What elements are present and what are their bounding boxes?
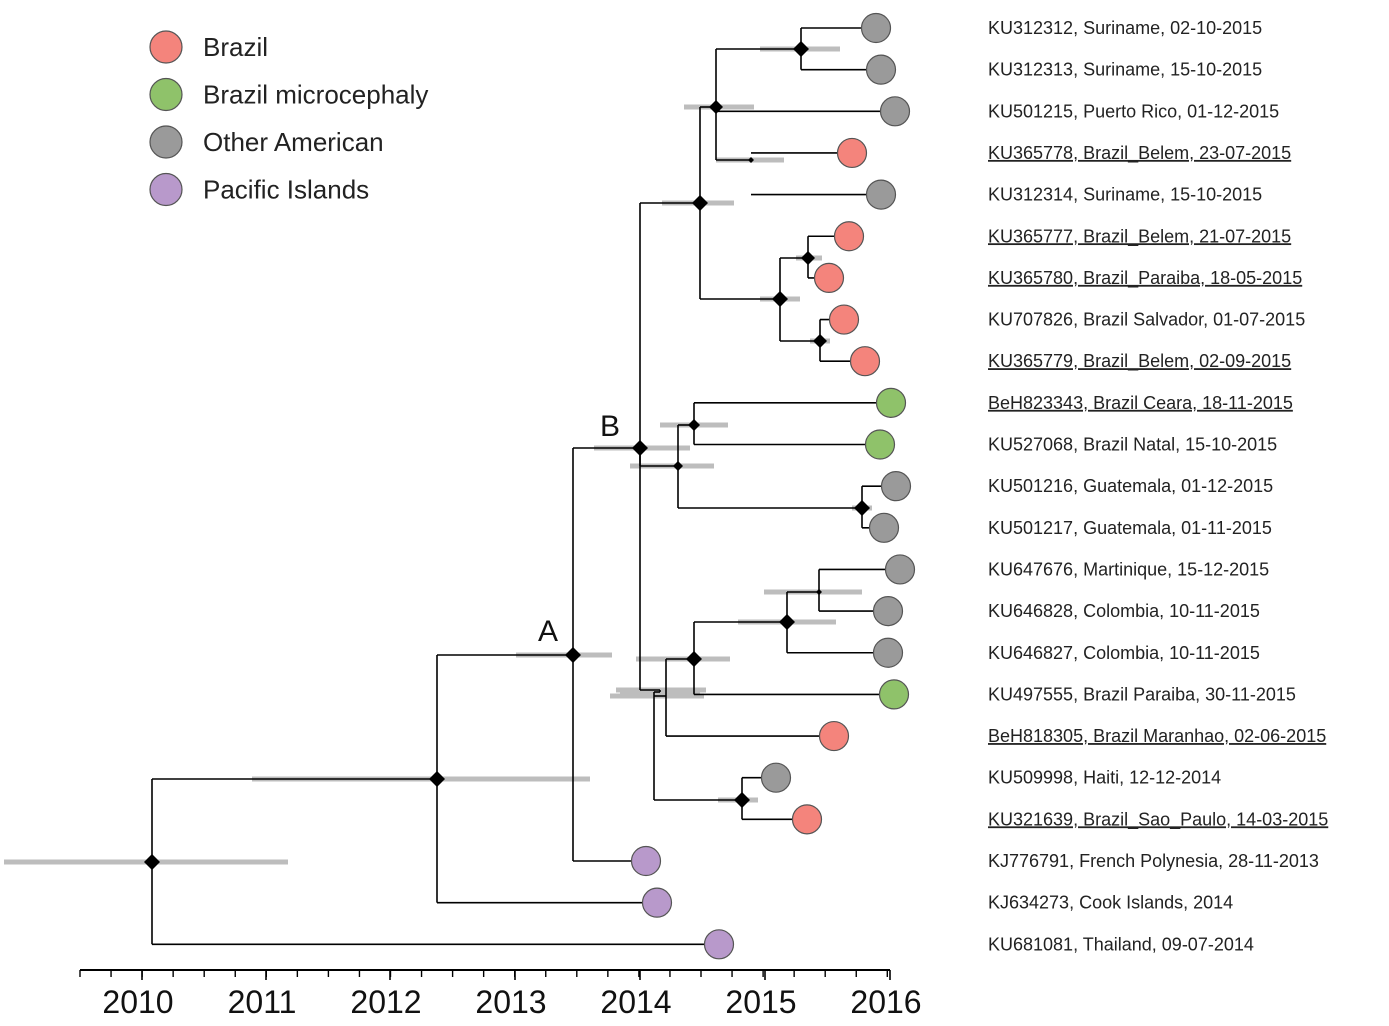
leaf-label: KU681081, Thailand, 09-07-2014: [988, 934, 1254, 954]
leaf-label: KU707826, Brazil Salvador, 01-07-2015: [988, 310, 1305, 330]
node-diamond: [688, 419, 700, 431]
leaf-label: KJ776791, French Polynesia, 28-11-2013: [988, 851, 1319, 871]
leaf-label: KJ634273, Cook Islands, 2014: [988, 893, 1233, 913]
node-diamond: [793, 41, 809, 57]
internal-nodes: [144, 41, 870, 870]
legend: Brazil Brazil microcephaly Other American P…: [149, 30, 428, 207]
node-label-a: A: [538, 615, 558, 648]
axis-tick-label: 2011: [228, 984, 297, 1020]
leaf-label: KU501216, Guatemala, 01-12-2015: [988, 476, 1273, 496]
tip-marker: [791, 804, 823, 835]
node-diamond: [801, 251, 815, 265]
legend-swatch: [149, 77, 183, 112]
node-diamond: [772, 291, 788, 307]
tip-marker: [860, 12, 892, 44]
leaf-label: KU646828, Colombia, 10-11-2015: [988, 601, 1260, 621]
tip-marker: [836, 137, 868, 169]
leaf-label: KU312313, Suriname, 15-10-2015: [988, 60, 1262, 80]
leaf-label: KU646827, Colombia, 10-11-2015: [988, 643, 1260, 663]
axis-tick-label: 2010: [102, 984, 173, 1020]
tip-marker: [864, 429, 896, 460]
axis-tick-label: 2012: [350, 984, 421, 1020]
leaf-label: KU312314, Suriname, 15-10-2015: [988, 185, 1262, 205]
node-diamond: [816, 589, 822, 595]
leaf-label: KU312312, Suriname, 02-10-2015: [988, 18, 1262, 38]
node-diamond: [692, 195, 708, 211]
tip-marker: [641, 887, 673, 918]
tip-marker: [875, 387, 907, 418]
tip-marker: [879, 96, 911, 127]
axis-tick-label: 2013: [475, 984, 546, 1020]
confidence-interval-bars: [4, 46, 872, 865]
node-diamond: [779, 614, 795, 630]
node-diamond: [144, 854, 160, 870]
tip-marker: [865, 179, 897, 210]
node-diamond: [854, 500, 870, 516]
tip-marker: [884, 554, 916, 585]
time-axis: 2010 2011 2012 2013 2014 2015 2016: [79, 969, 922, 1020]
node-diamond: [565, 647, 581, 663]
node-diamond: [734, 792, 750, 808]
legend-swatch: [149, 125, 183, 159]
tip-marker: [828, 304, 860, 335]
leaf-label: KU365780, Brazil_Paraiba, 18-05-2015: [988, 268, 1302, 289]
tip-marker: [818, 720, 850, 752]
leaf-label: KU501217, Guatemala, 01-11-2015: [988, 518, 1272, 538]
tip-marker: [703, 929, 735, 960]
tip-marker: [878, 679, 910, 710]
node-diamond: [686, 651, 702, 667]
tip-marker: [813, 262, 845, 293]
leaf-label: KU501215, Puerto Rico, 01-12-2015: [988, 101, 1279, 121]
legend-label: Brazil microcephaly: [203, 80, 428, 110]
node-diamond: [632, 440, 648, 456]
tip-markers: [630, 12, 916, 960]
node-diamond: [813, 334, 827, 348]
leaf-label: KU365777, Brazil_Belem, 21-07-2015: [988, 226, 1291, 247]
legend-label: Other American: [203, 127, 384, 157]
node-diamond: [709, 100, 723, 114]
tip-marker: [872, 637, 904, 668]
leaf-label: KU647676, Martinique, 15-12-2015: [988, 559, 1269, 579]
leaf-label: KU321639, Brazil_Sao_Paulo, 14-03-2015: [988, 809, 1328, 830]
node-label-b: B: [600, 410, 620, 443]
tip-marker: [880, 471, 912, 502]
leaf-label: KU365779, Brazil_Belem, 02-09-2015: [988, 351, 1291, 372]
axis-tick-label: 2015: [725, 984, 796, 1020]
leaf-label: KU497555, Brazil Paraiba, 30-11-2015: [988, 684, 1296, 704]
tip-marker: [630, 845, 662, 877]
node-diamond: [429, 771, 445, 787]
tip-marker: [872, 595, 904, 627]
leaf-label: KU365778, Brazil_Belem, 23-07-2015: [988, 143, 1291, 164]
legend-label: Pacific Islands: [203, 175, 369, 205]
tip-marker: [833, 221, 865, 252]
leaf-label: BeH818305, Brazil Maranhao, 02-06-2015: [988, 726, 1326, 746]
tip-marker: [868, 512, 900, 543]
legend-label: Brazil: [203, 32, 268, 62]
node-diamond: [748, 157, 754, 163]
node-diamond: [673, 461, 683, 471]
tip-marker: [865, 54, 897, 85]
leaf-label: KU509998, Haiti, 12-12-2014: [988, 768, 1221, 788]
leaf-label: BeH823343, Brazil Ceara, 18-11-2015: [988, 393, 1293, 413]
axis-tick-label: 2014: [600, 984, 671, 1020]
legend-swatch: [149, 172, 183, 207]
tip-marker: [760, 762, 792, 793]
axis-tick-label: 2016: [850, 984, 921, 1020]
legend-swatch: [149, 30, 183, 64]
leaf-label: KU527068, Brazil Natal, 15-10-2015: [988, 435, 1277, 455]
tip-marker: [849, 346, 881, 377]
leaf-labels: KU312312, Suriname, 02-10-2015 KU312313, …: [988, 18, 1328, 954]
